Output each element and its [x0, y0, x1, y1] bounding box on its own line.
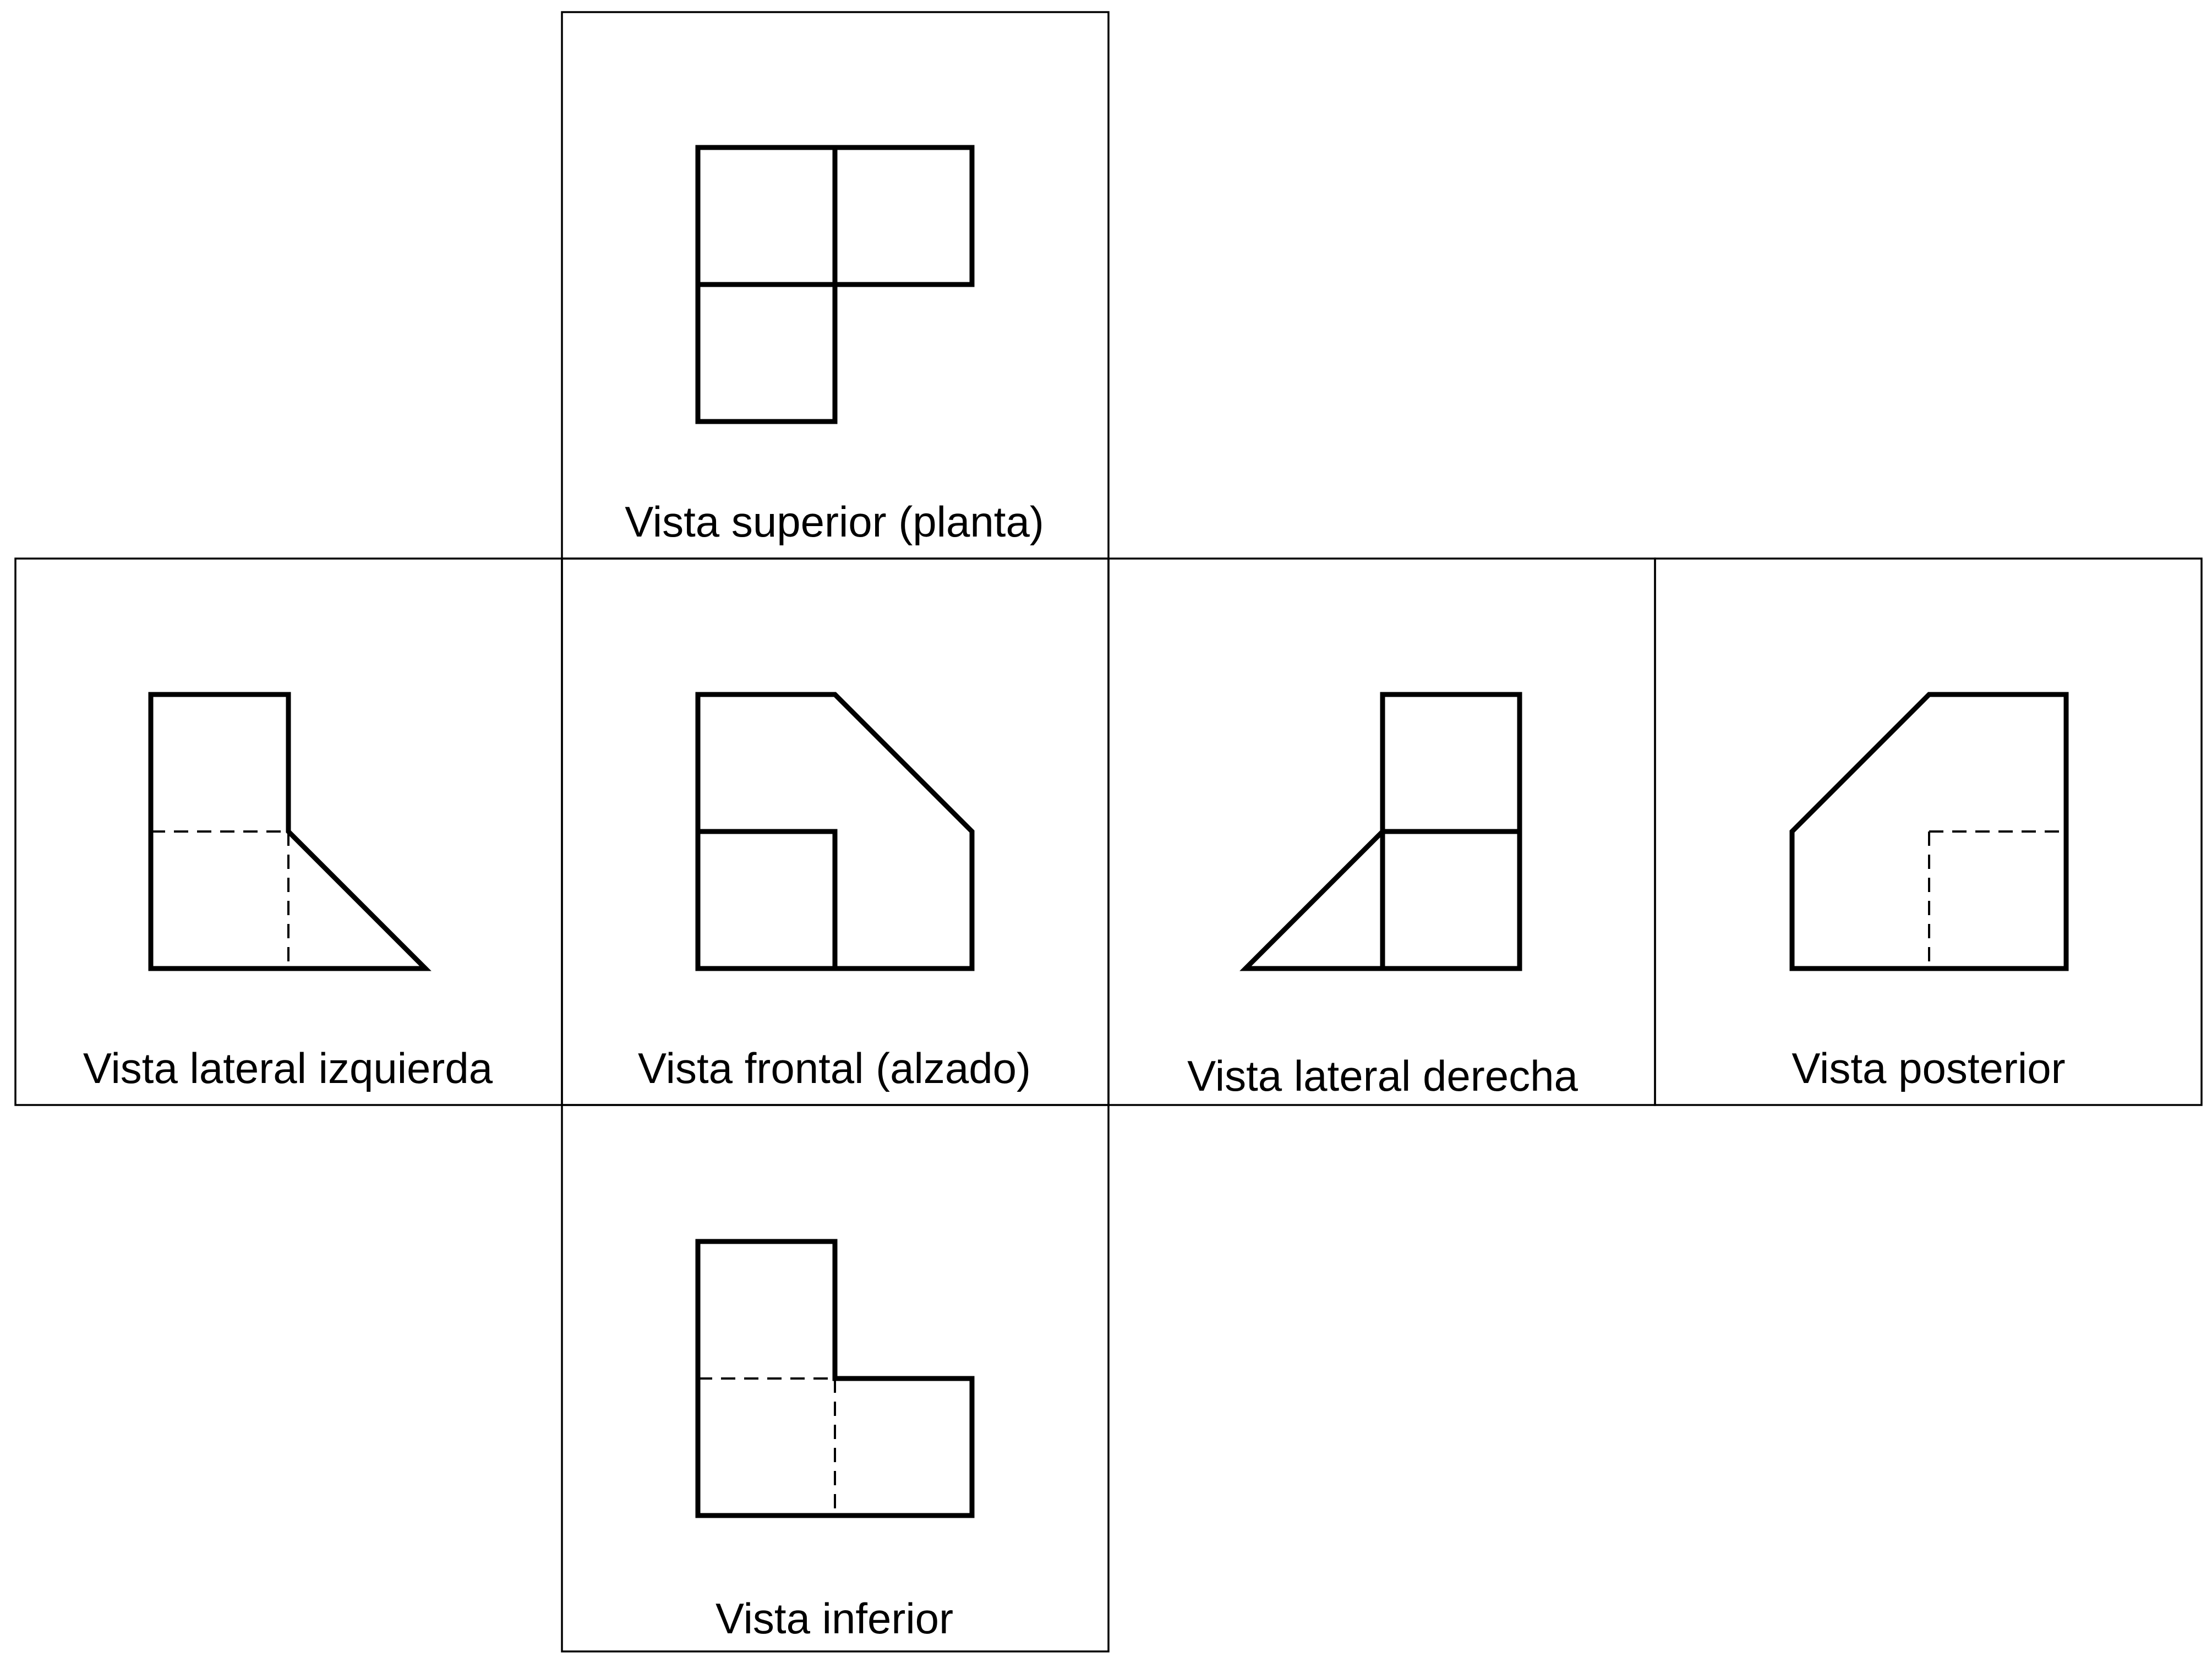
right-view-drawing: [1239, 692, 1522, 971]
back-view-drawing: [1789, 692, 2069, 971]
front-view-panel: Vista frontal (alzado): [561, 557, 1110, 1106]
back-view-label: Vista posterior: [1792, 1044, 2065, 1092]
top-view-drawing: [695, 145, 975, 424]
front-view-drawing: [695, 692, 975, 971]
right-view-label: Vista lateral derecha: [1187, 1052, 1578, 1100]
top-view-panel: Vista superior (planta): [561, 11, 1110, 560]
back-view-frame: [1654, 557, 2203, 1106]
bottom-view-drawing: [695, 1239, 975, 1518]
back-view-panel: Vista posterior: [1654, 557, 2203, 1106]
bottom-view-label: Vista inferior: [716, 1594, 953, 1643]
bottom-view-panel: Vista inferior: [561, 1104, 1110, 1653]
left-view-panel: Vista lateral izquierda: [14, 557, 563, 1106]
bottom-view-frame: [561, 1104, 1110, 1653]
top-view-label: Vista superior (planta): [625, 497, 1044, 546]
front-view-label: Vista frontal (alzado): [638, 1044, 1031, 1092]
left-view-drawing: [148, 692, 432, 971]
left-view-label: Vista lateral izquierda: [83, 1044, 493, 1092]
right-view-panel: Vista lateral derecha: [1107, 557, 1656, 1106]
